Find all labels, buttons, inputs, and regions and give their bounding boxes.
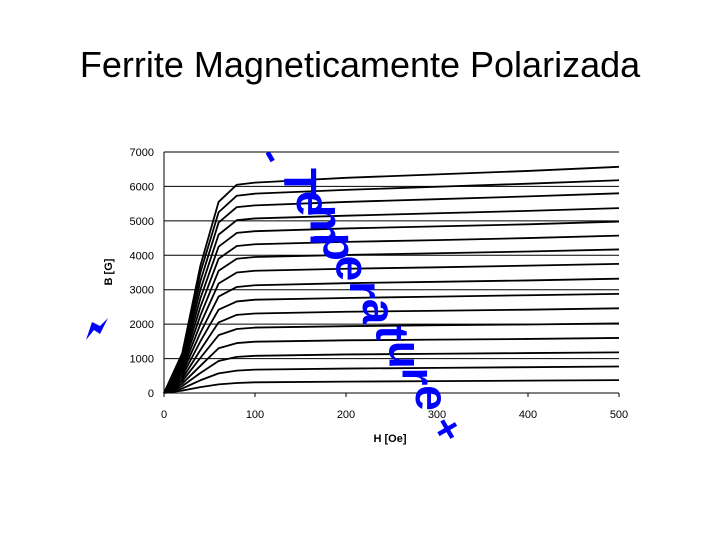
series-line <box>163 192 620 394</box>
y-tick-label: 4000 <box>130 250 154 262</box>
series-line <box>163 165 620 394</box>
temperature-letter: e <box>287 191 339 217</box>
temperature-letter: r <box>393 367 445 385</box>
y-tick-label: 3000 <box>130 285 154 297</box>
axes <box>163 152 619 394</box>
series-line <box>163 207 620 394</box>
x-tick-label: 100 <box>246 409 264 421</box>
series-line <box>163 220 620 394</box>
series-line <box>163 337 620 394</box>
temperature-letter: e <box>327 256 379 282</box>
series-line <box>163 379 620 394</box>
series-line <box>163 277 620 394</box>
series-line <box>163 248 620 394</box>
temperature-letter: T <box>274 168 326 196</box>
y-tick-label: 0 <box>148 388 154 400</box>
temperature-letter: r <box>340 281 392 299</box>
y-tick-label: 7000 <box>130 147 154 159</box>
y-tick-label: 6000 <box>130 181 154 193</box>
y-axis-label: B [G] <box>103 258 115 285</box>
temperature-letter: m <box>300 205 352 246</box>
temperature-letter: u <box>379 341 431 369</box>
x-tick-label: 400 <box>519 409 537 421</box>
x-axis-label: H [Oe] <box>374 433 407 445</box>
tick-labels: 0 1000 2000 3000 4000 5000 6000 7000 0 100 200 300 4… <box>130 147 629 421</box>
series-line <box>163 262 620 394</box>
temperature-letter: p <box>313 233 365 261</box>
x-tick-label: 500 <box>610 409 628 421</box>
series-line <box>163 351 620 394</box>
temperature-letter: e <box>406 385 458 411</box>
series-line <box>163 322 620 394</box>
y-tick-label: 5000 <box>130 216 154 228</box>
series-line <box>163 307 620 394</box>
x-tick-label: 200 <box>337 409 355 421</box>
temperature-letter: a <box>353 299 405 325</box>
y-tick-label: 1000 <box>130 354 154 366</box>
series-line <box>163 234 620 394</box>
series-line <box>163 292 620 394</box>
series-line <box>163 179 620 394</box>
temperature-letter: t <box>366 326 418 341</box>
arrow-icon <box>86 318 108 340</box>
x-tick-label: 0 <box>161 409 167 421</box>
slide-title: Ferrite Magneticamente Polarizada <box>79 44 641 85</box>
series-lines <box>163 165 620 394</box>
y-tick-label: 2000 <box>130 319 154 331</box>
series-line <box>163 365 620 394</box>
x-tick-label: 300 <box>428 409 446 421</box>
